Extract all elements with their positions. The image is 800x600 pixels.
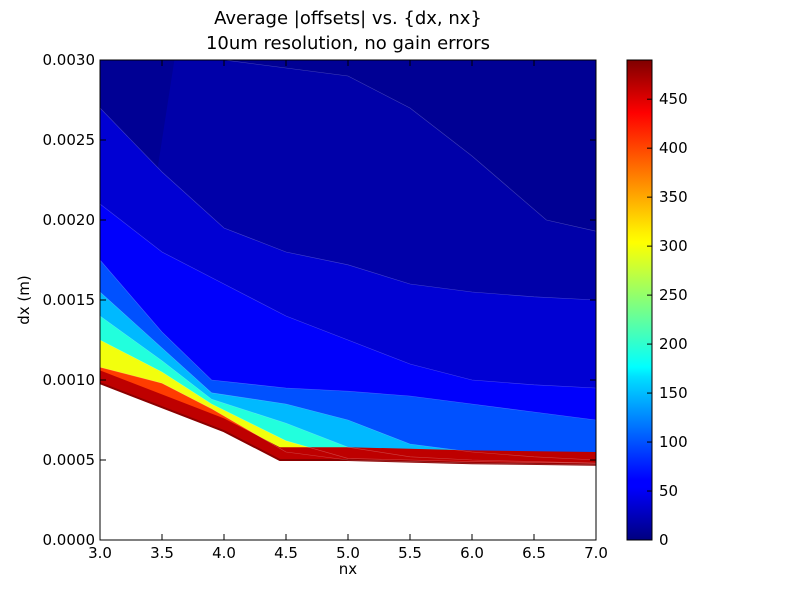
contour-line-level-60 bbox=[100, 203, 596, 389]
x-axis-label: nx bbox=[339, 560, 358, 578]
chart-subtitle: 10um resolution, no gain errors bbox=[206, 33, 490, 54]
contour-line-level-40 bbox=[100, 107, 596, 301]
x-tick-label: 3.5 bbox=[150, 544, 174, 562]
y-tick-label: 0.0030 bbox=[43, 51, 96, 69]
colorbar-tick-label: 200 bbox=[659, 335, 688, 353]
colorbar-tick-label: 350 bbox=[659, 188, 688, 206]
x-tick-label: 6.5 bbox=[522, 544, 546, 562]
x-axis-ticks: 3.0 3.5 4.0 4.5 5.0 5.5 6.0 6.5 7.0 bbox=[88, 60, 608, 562]
x-tick-label: 4.5 bbox=[274, 544, 298, 562]
plot-area: 3.0 3.5 4.0 4.5 5.0 5.5 6.0 6.5 7.0 0.0000 0.0005… bbox=[43, 51, 608, 562]
x-tick-label: 5.0 bbox=[336, 544, 360, 562]
y-tick-label: 0.0005 bbox=[43, 451, 96, 469]
y-tick-label: 0.0025 bbox=[43, 131, 96, 149]
colorbar-tick-label: 300 bbox=[659, 237, 688, 255]
contour-fills bbox=[100, 60, 596, 540]
colorbar-tick-label: 50 bbox=[659, 482, 678, 500]
contour-line-level-400 bbox=[100, 366, 596, 466]
colorbar-tick-label: 450 bbox=[659, 90, 688, 108]
x-tick-label: 5.5 bbox=[398, 544, 422, 562]
y-tick-label: 0.0020 bbox=[43, 211, 96, 229]
colorbar-gradient bbox=[626, 59, 653, 541]
colorbar-tick-label: 0 bbox=[659, 531, 669, 549]
y-tick-label: 0.0000 bbox=[43, 531, 96, 549]
colorbar-ticks: 0 50 100 150 200 250 300 350 400 450 bbox=[647, 90, 688, 549]
y-tick-label: 0.0010 bbox=[43, 371, 96, 389]
contour-line-level-100 bbox=[100, 259, 596, 421]
contour-line-level-200 bbox=[100, 315, 596, 464]
colorbar-tick-label: 400 bbox=[659, 139, 688, 157]
x-tick-label: 6.0 bbox=[460, 544, 484, 562]
x-tick-label: 7.0 bbox=[584, 544, 608, 562]
undefined-region bbox=[100, 383, 596, 540]
x-tick-label: 3.0 bbox=[88, 544, 112, 562]
y-tick-label: 0.0015 bbox=[43, 291, 96, 309]
colorbar-tick-label: 100 bbox=[659, 433, 688, 451]
colorbar: 0 50 100 150 200 250 300 350 400 450 bbox=[626, 59, 688, 549]
y-axis-ticks: 0.0000 0.0005 0.0010 0.0015 0.0020 0.0025 0.00… bbox=[43, 51, 596, 549]
y-axis-label: dx (m) bbox=[15, 275, 33, 324]
contour-line-level-300 bbox=[100, 339, 596, 464]
x-tick-label: 4.0 bbox=[212, 544, 236, 562]
contour-line-level-20 bbox=[174, 60, 596, 232]
lower-boundary-line bbox=[100, 382, 596, 466]
contour-line-level-150 bbox=[100, 291, 596, 461]
contour-lines bbox=[100, 60, 596, 466]
chart-title: Average |offsets| vs. {dx, nx} bbox=[214, 8, 482, 29]
colorbar-tick-label: 250 bbox=[659, 286, 688, 304]
colorbar-tick-label: 150 bbox=[659, 384, 688, 402]
